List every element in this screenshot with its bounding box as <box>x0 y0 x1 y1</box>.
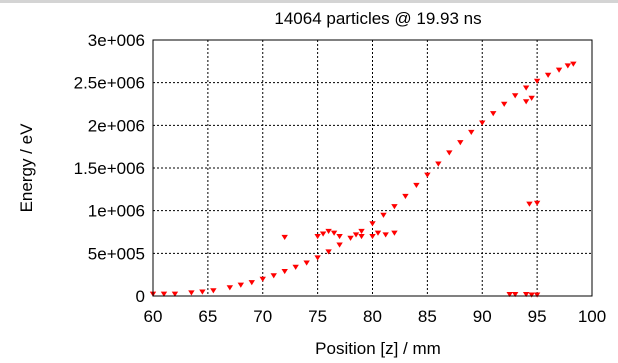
data-point <box>259 276 266 282</box>
data-point <box>369 221 376 227</box>
data-point <box>248 280 255 286</box>
data-point <box>382 232 389 238</box>
chart-title: 14064 particles @ 19.93 ns <box>274 9 481 28</box>
y-axis-ticks: 0 5e+005 1e+006 1.5e+006 2e+006 2.5e+006 3e+00… <box>74 31 145 306</box>
data-point <box>281 269 288 275</box>
data-point <box>457 140 464 146</box>
data-point <box>325 249 332 255</box>
data-point <box>501 101 508 107</box>
series-0 <box>149 61 577 297</box>
data-point <box>380 212 387 218</box>
data-point <box>314 234 321 240</box>
series-1 <box>281 95 541 298</box>
x-tick-label: 85 <box>418 307 437 326</box>
data-point <box>479 120 486 126</box>
data-point <box>490 111 497 117</box>
data-point <box>270 273 277 279</box>
data-point <box>413 182 420 188</box>
x-tick-label: 75 <box>308 307 327 326</box>
x-tick-label: 80 <box>363 307 382 326</box>
x-tick-label: 65 <box>198 307 217 326</box>
data-point <box>522 99 530 105</box>
data-point <box>281 234 288 240</box>
data-point <box>347 235 354 241</box>
y-tick-label: 2.5e+006 <box>74 74 145 93</box>
data-point <box>292 264 299 270</box>
x-axis-label: Position [z] / mm <box>315 339 441 358</box>
y-tick-label: 0 <box>136 287 145 306</box>
data-point <box>336 242 343 248</box>
data-point <box>468 129 475 136</box>
data-point <box>199 289 206 295</box>
x-tick-label: 70 <box>253 307 272 326</box>
data-point <box>555 67 563 73</box>
data-point <box>533 292 541 298</box>
data-point <box>391 230 398 236</box>
data-point <box>303 260 310 266</box>
x-tick-label: 100 <box>578 307 606 326</box>
data-point <box>336 234 343 240</box>
data-point <box>352 232 360 238</box>
y-tick-label: 1e+006 <box>88 202 145 221</box>
y-tick-label: 2e+006 <box>88 116 145 135</box>
data-point <box>358 234 365 240</box>
data-point <box>369 234 376 240</box>
x-tick-label: 90 <box>473 307 492 326</box>
data-point <box>226 285 234 291</box>
data-point <box>325 228 332 235</box>
data-point <box>314 255 321 261</box>
data-point <box>188 290 195 296</box>
data-point <box>330 230 338 236</box>
data-point <box>435 161 442 167</box>
y-tick-label: 1.5e+006 <box>74 159 145 178</box>
data-point <box>237 282 244 288</box>
data-point <box>528 95 535 101</box>
data-point <box>528 292 535 298</box>
data-point <box>319 231 327 237</box>
data-point <box>533 200 541 206</box>
data-point <box>358 228 365 235</box>
data-point <box>424 172 431 178</box>
data-point <box>171 291 179 297</box>
x-tick-label: 95 <box>528 307 547 326</box>
data-point <box>391 204 398 210</box>
data-point <box>522 85 530 91</box>
y-tick-label: 5e+005 <box>88 244 145 263</box>
data-point <box>570 61 577 67</box>
y-axis-label: Energy / eV <box>17 123 36 212</box>
data-point <box>374 230 382 236</box>
data-point <box>522 292 530 298</box>
x-tick-label: 60 <box>144 307 163 326</box>
grid <box>153 40 592 296</box>
data-point <box>446 150 453 156</box>
data-point <box>506 292 513 298</box>
data-point <box>511 93 519 99</box>
data-point <box>564 63 572 69</box>
data-point <box>511 292 519 298</box>
window-edge <box>0 0 618 3</box>
x-axis-ticks: 60 65 70 75 80 85 90 95 100 <box>144 307 607 326</box>
y-tick-label: 3e+006 <box>88 31 145 50</box>
plot-frame <box>152 39 593 297</box>
data-point <box>533 78 541 84</box>
data-point <box>210 288 217 294</box>
data-point <box>544 72 552 78</box>
data-point <box>160 291 168 297</box>
data-points <box>149 61 577 298</box>
data-point <box>526 201 533 207</box>
data-point <box>402 193 409 200</box>
